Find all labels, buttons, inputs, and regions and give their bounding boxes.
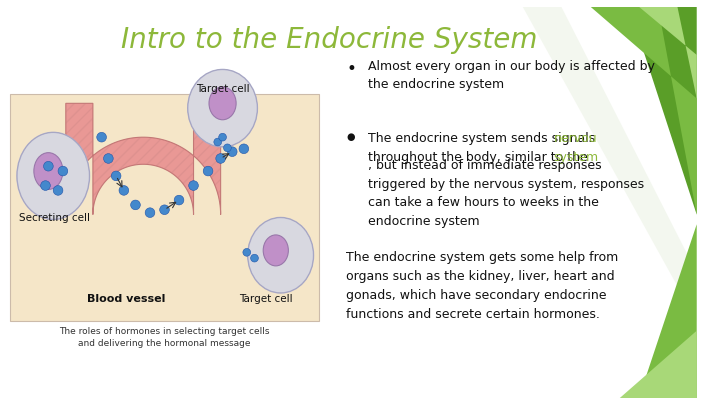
- Circle shape: [145, 208, 155, 217]
- Text: , but instead of immediate responses
triggered by the nervous system, responses
: , but instead of immediate responses tri…: [368, 160, 644, 228]
- Text: ●: ●: [346, 132, 355, 142]
- Polygon shape: [590, 6, 697, 215]
- Ellipse shape: [264, 235, 289, 266]
- Circle shape: [219, 133, 226, 141]
- Text: •: •: [346, 60, 356, 78]
- Circle shape: [214, 138, 222, 146]
- Ellipse shape: [34, 153, 63, 190]
- Ellipse shape: [209, 87, 236, 120]
- Ellipse shape: [188, 69, 258, 147]
- Circle shape: [239, 144, 248, 153]
- Circle shape: [243, 248, 251, 256]
- Polygon shape: [619, 331, 697, 399]
- Text: Intro to the Endocrine System: Intro to the Endocrine System: [121, 26, 537, 54]
- Circle shape: [160, 205, 169, 215]
- Circle shape: [174, 195, 184, 205]
- Circle shape: [58, 166, 68, 176]
- Ellipse shape: [17, 132, 89, 220]
- Circle shape: [189, 181, 199, 190]
- Text: Target cell: Target cell: [239, 294, 293, 304]
- Text: Blood vessel: Blood vessel: [87, 294, 166, 304]
- Text: Target cell: Target cell: [196, 84, 249, 94]
- FancyBboxPatch shape: [9, 94, 320, 321]
- Polygon shape: [523, 6, 697, 321]
- Circle shape: [203, 166, 213, 176]
- Circle shape: [223, 144, 231, 152]
- Polygon shape: [562, 224, 697, 399]
- Circle shape: [216, 153, 225, 163]
- Text: The endocrine system gets some help from
organs such as the kidney, liver, heart: The endocrine system gets some help from…: [346, 252, 618, 322]
- Circle shape: [40, 181, 50, 190]
- Text: nervou
system: nervou system: [554, 132, 598, 164]
- Circle shape: [53, 185, 63, 195]
- Circle shape: [130, 200, 140, 210]
- Circle shape: [251, 254, 258, 262]
- Text: The roles of hormones in selecting target cells
and delivering the hormonal mess: The roles of hormones in selecting targe…: [59, 327, 270, 347]
- Circle shape: [104, 153, 113, 163]
- Circle shape: [96, 132, 107, 142]
- Polygon shape: [639, 6, 697, 98]
- Text: Secreting cell: Secreting cell: [19, 213, 90, 223]
- Circle shape: [43, 161, 53, 171]
- Ellipse shape: [248, 217, 313, 293]
- Polygon shape: [66, 103, 220, 215]
- Circle shape: [119, 185, 129, 195]
- Text: Almost every organ in our body is affected by
the endocrine system: Almost every organ in our body is affect…: [368, 60, 654, 91]
- Text: The endocrine system sends signals
throughout the body, similar to the: The endocrine system sends signals throu…: [368, 132, 595, 164]
- Polygon shape: [523, 6, 697, 215]
- Circle shape: [228, 147, 237, 157]
- Circle shape: [112, 171, 121, 181]
